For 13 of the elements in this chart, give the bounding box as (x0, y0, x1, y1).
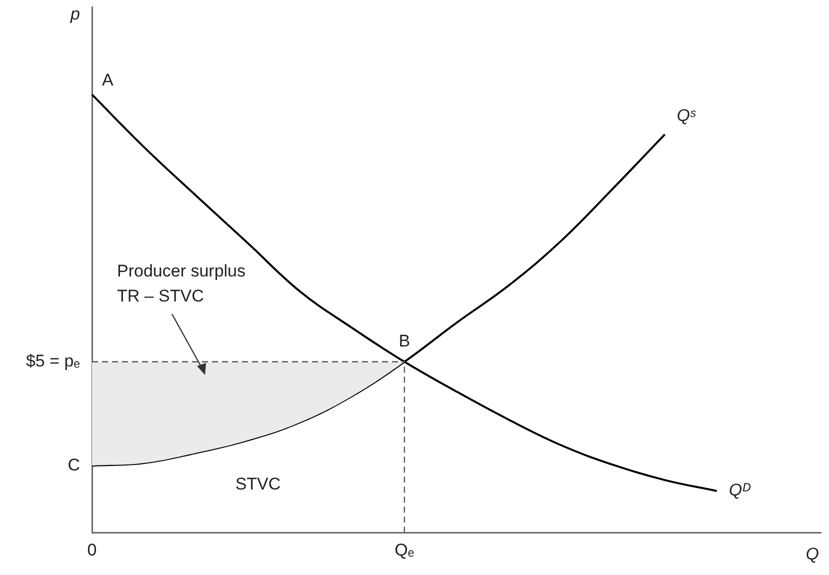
annotation: C (68, 455, 80, 474)
annotation: TR – STVC (117, 286, 204, 306)
annotation: STVC (235, 474, 281, 494)
annotation: Producer surplus (117, 262, 246, 281)
series-label: Qᴰ (728, 480, 752, 500)
x-tick-label: Qₑ (394, 540, 414, 560)
y-axis-title: p (70, 4, 80, 24)
series-label: Qˢ (676, 106, 696, 126)
annotation: B (398, 331, 410, 350)
annotation: A (102, 70, 114, 90)
annotation: $5 = pₑ (26, 351, 80, 370)
x-axis-title: Q (806, 544, 819, 564)
x-tick-label: 0 (87, 540, 97, 560)
